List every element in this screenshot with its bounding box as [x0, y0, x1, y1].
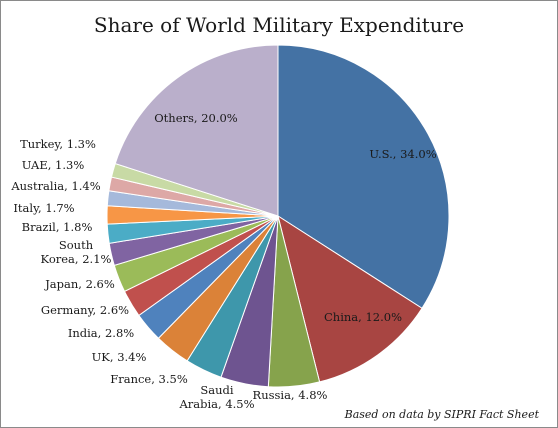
- slice-label-line: Others, 20.0%: [154, 111, 238, 125]
- slice-label-line: France, 3.5%: [110, 372, 188, 386]
- slice-label-line: China, 12.0%: [324, 310, 402, 324]
- slice-label-line: UK, 3.4%: [92, 350, 147, 364]
- slice-label: India, 2.8%: [68, 326, 134, 340]
- slice-label-line: U.S., 34.0%: [369, 147, 436, 161]
- pie-slice: [114, 44, 279, 217]
- slice-label-line: UAE, 1.3%: [22, 158, 85, 172]
- slice-label-line: Arabia, 4.5%: [178, 397, 254, 411]
- slice-label-line: Italy, 1.7%: [13, 201, 74, 215]
- slice-label: South Korea, 2.1%: [41, 238, 112, 266]
- slice-label-line: Australia, 1.4%: [10, 179, 100, 193]
- slice-label: France, 3.5%: [110, 372, 188, 386]
- slice-labels: U.S., 34.0%China, 12.0%Russia, 4.8%Saudi…: [10, 111, 436, 411]
- chart-title: Share of World Military Expenditure: [94, 13, 464, 37]
- slice-label-line: Germany, 2.6%: [41, 303, 129, 317]
- slice-label: Brazil, 1.8%: [22, 220, 93, 234]
- slice-label: Japan, 2.6%: [44, 277, 115, 291]
- slice-label-line: Japan, 2.6%: [44, 277, 115, 291]
- slice-label-line: Saudi: [200, 383, 234, 397]
- slice-label: UAE, 1.3%: [22, 158, 85, 172]
- source-note: Based on data by SIPRI Fact Sheet: [344, 408, 540, 421]
- slice-label-line: Brazil, 1.8%: [22, 220, 93, 234]
- slice-label: Saudi Arabia, 4.5%: [178, 383, 254, 411]
- slice-label-line: South: [59, 238, 94, 252]
- slice-label-line: India, 2.8%: [68, 326, 134, 340]
- slice-label: Turkey, 1.3%: [20, 137, 96, 151]
- pie-slice: [277, 44, 450, 309]
- slice-label: China, 12.0%: [324, 310, 402, 324]
- slice-label-line: Russia, 4.8%: [253, 388, 328, 402]
- pie-slices: [106, 44, 450, 388]
- slice-label: Germany, 2.6%: [41, 303, 129, 317]
- slice-label: Others, 20.0%: [154, 111, 238, 125]
- slice-label-line: Turkey, 1.3%: [20, 137, 96, 151]
- slice-label: UK, 3.4%: [92, 350, 147, 364]
- slice-label: Australia, 1.4%: [10, 179, 100, 193]
- slice-label: Russia, 4.8%: [253, 388, 328, 402]
- slice-label: U.S., 34.0%: [369, 147, 436, 161]
- pie-slice: [277, 214, 423, 383]
- slice-label-line: Korea, 2.1%: [41, 252, 112, 266]
- slice-label: Italy, 1.7%: [13, 201, 74, 215]
